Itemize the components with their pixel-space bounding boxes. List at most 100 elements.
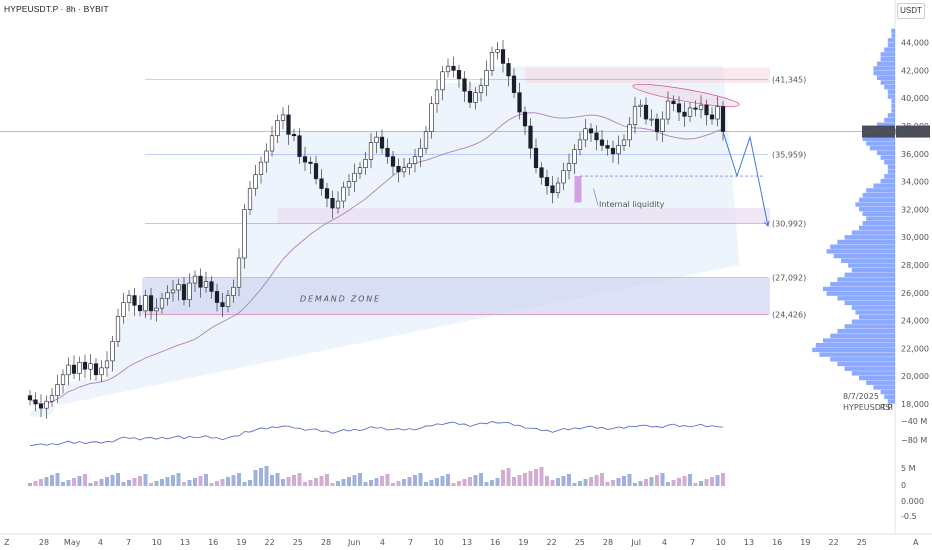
candle-body [550,185,555,194]
volume-profile-bar [830,333,895,339]
volume-bar [418,473,423,486]
candle-body [577,139,583,150]
volume-bar [693,483,698,486]
volume-profile-bar [851,267,895,273]
candle-body [49,395,55,402]
projection-arrowhead [763,220,770,228]
candle-body [77,361,82,374]
time-tick-label: 10 [434,538,444,547]
candle-body [715,106,720,120]
candle-body [214,291,220,303]
candle-body [682,111,687,117]
candle-body [203,281,209,288]
candle-body [104,360,110,369]
volume-bar [94,481,98,486]
axis-corner-left: Z [4,538,10,547]
candle-body [665,100,671,120]
candle-body [522,111,528,127]
volume-bar [143,474,148,486]
candle-body [181,284,187,301]
candle-body [71,364,77,374]
demand-zone [142,277,770,316]
candle-body [467,90,473,103]
volume-profile-bar [887,89,895,95]
candle-body [605,145,610,149]
volume-profile-bar [884,160,895,165]
candle-body [517,92,522,113]
volume-profile-bar [830,357,895,362]
volume-bar [638,481,643,486]
time-tick-label: 10 [152,538,162,547]
volume-profile-bar [848,263,895,268]
time-tick-label: 25 [575,538,585,547]
volume-profile-bar [887,169,895,174]
volume-bar [534,469,538,486]
volume-bar [231,475,236,486]
time-tick-label: 22 [265,538,275,547]
volume-bar [528,471,533,486]
candle-body [594,132,599,141]
volume-profile-bar [866,216,895,221]
candle-body [572,149,577,164]
volume-profile-bar [851,319,895,324]
candle-body [44,400,49,409]
volume-bar [127,480,131,486]
volume-bar [39,479,43,486]
volume-tick: 0.000 [901,497,924,506]
time-tick-label: 19 [236,538,246,547]
candle-body [533,147,539,169]
candle-body [308,161,313,164]
volume-profile-bar [887,164,895,170]
volume-bar [121,482,126,486]
candle-body [561,170,566,184]
volume-bar [523,473,527,486]
candle-body [253,174,258,189]
candle-body [352,172,357,182]
time-tick-label: 28 [603,538,613,547]
candle-body [165,292,170,299]
candle-body [390,156,396,167]
volume-bar [605,482,610,486]
candle-body [396,166,401,173]
volume-profile-bar [826,249,895,254]
volume-bar [66,480,71,486]
volume-bar [424,482,428,486]
time-tick-label: 25 [293,538,303,547]
volume-bar [138,476,142,486]
time-tick-label: Jul [630,538,641,547]
volume-profile-bar [859,197,895,202]
volume-bar [154,481,159,486]
volume-bar [187,480,192,486]
volume-profile-bar [855,310,895,315]
candle-body [335,200,341,209]
volume-profile-bar [891,103,895,109]
liquidity-label: Internal liquidity [599,200,665,209]
volume-profile-bar [851,371,895,376]
price-tick-label: 40,000 [901,94,929,103]
volume-bar [50,475,54,486]
volume-bar [484,482,489,486]
candle-body [66,364,71,376]
candle-body [709,114,715,120]
candle-body [137,305,143,312]
level-label: (41,345) [772,76,806,85]
oscillator-tick: −80 M [901,436,927,445]
volume-bar [556,478,560,486]
time-tick-label: May [64,538,81,547]
candle-body [462,78,467,92]
volume-bar [594,475,599,486]
candle-body [291,134,297,137]
currency-unit-button[interactable]: USDT [897,3,925,19]
candle-body [511,75,517,93]
price-tick-label: 36,000 [901,150,929,159]
volume-bar [204,474,208,486]
volume-bar [682,476,687,486]
volume-bar [358,473,362,486]
candle-body [720,106,726,132]
time-tick-label: 7 [126,538,131,547]
candle-body [698,104,704,110]
volume-profile-bar [869,145,895,151]
candle-body [401,167,407,173]
candle-body [495,49,500,53]
